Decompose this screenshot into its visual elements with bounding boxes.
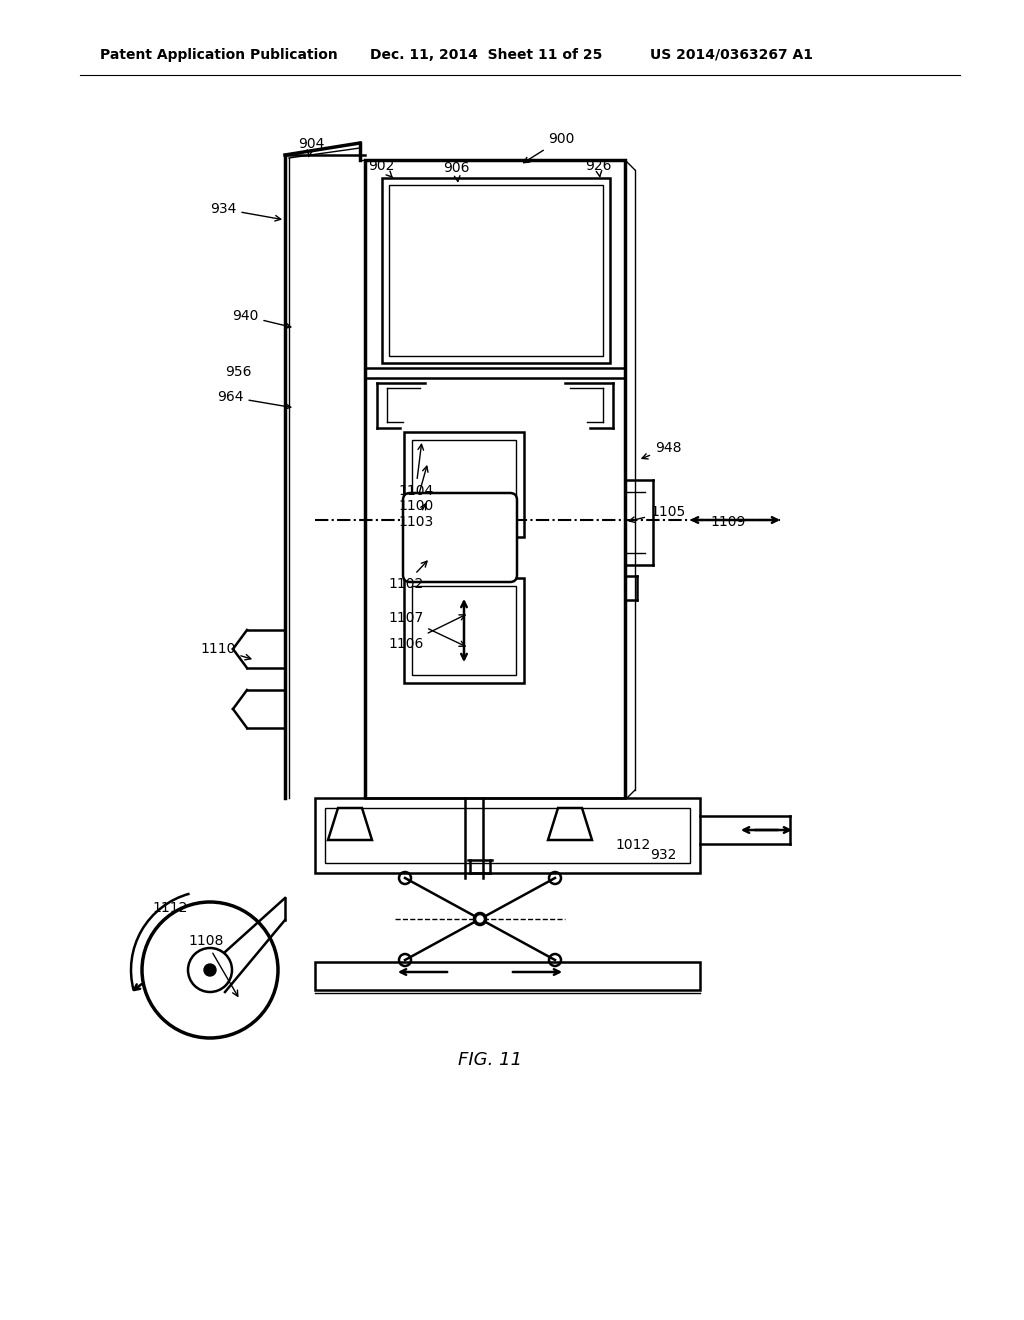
FancyBboxPatch shape [403,492,517,582]
Text: 926: 926 [585,158,611,177]
Text: 932: 932 [650,847,677,862]
Text: 1012: 1012 [615,838,650,851]
Bar [315,962,700,990]
Text: 1103: 1103 [398,504,433,529]
Text: 964: 964 [217,389,291,409]
Bar [382,178,610,363]
Bar [325,808,690,863]
Polygon shape [548,808,592,840]
Text: 1109: 1109 [710,515,745,529]
Text: 1106: 1106 [388,615,465,651]
Text: Patent Application Publication: Patent Application Publication [100,48,338,62]
Text: 1112: 1112 [152,902,187,915]
Text: 1107: 1107 [388,611,465,647]
Text: 940: 940 [232,309,291,329]
Bar [315,799,700,873]
Text: Dec. 11, 2014  Sheet 11 of 25: Dec. 11, 2014 Sheet 11 of 25 [370,48,602,62]
Text: 948: 948 [642,441,682,459]
Text: 1100: 1100 [398,466,433,513]
Bar [412,440,516,529]
Circle shape [474,913,486,925]
Circle shape [204,964,216,975]
Text: 1108: 1108 [188,935,238,997]
Polygon shape [328,808,372,840]
Bar [404,432,524,537]
Text: 934: 934 [210,202,281,220]
Text: 900: 900 [523,132,574,162]
Text: 902: 902 [368,158,394,178]
Text: 906: 906 [443,161,469,182]
Circle shape [477,916,483,921]
Bar [365,160,625,800]
Bar [412,586,516,675]
Text: 956: 956 [225,366,252,379]
Text: 1102: 1102 [388,561,427,591]
Text: 904: 904 [298,137,325,157]
Text: US 2014/0363267 A1: US 2014/0363267 A1 [650,48,813,62]
Text: FIG. 11: FIG. 11 [458,1051,522,1069]
Bar [404,578,524,682]
Text: 1110: 1110 [200,642,251,660]
Text: 1105: 1105 [629,506,685,523]
Text: 1104: 1104 [398,445,433,498]
Bar [389,185,603,356]
